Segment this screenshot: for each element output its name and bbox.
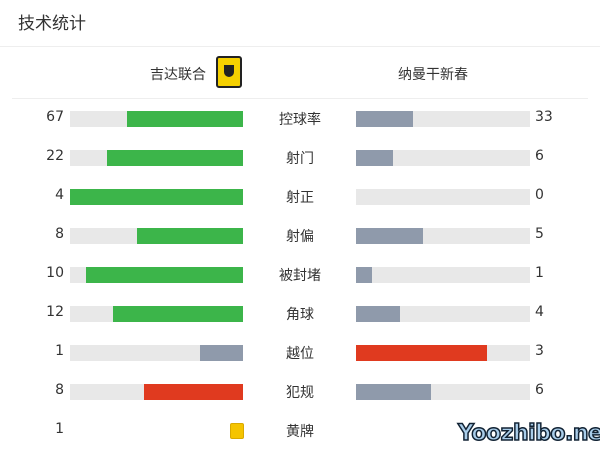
home-bar-fill [70, 189, 243, 205]
stat-row: 8 犯规 6 [0, 381, 600, 401]
home-bar-fill [85, 267, 243, 283]
away-bar-fill [356, 267, 372, 283]
stat-row: 8 射偏 5 [0, 225, 600, 245]
away-bar-track [356, 189, 530, 205]
away-bar-fill [356, 111, 414, 127]
home-value: 8 [55, 382, 64, 398]
home-bar-track [70, 228, 243, 244]
away-bar-fill [356, 150, 394, 166]
home-value: 4 [55, 187, 64, 203]
home-bar-track [70, 111, 243, 127]
home-bar-track [70, 150, 243, 166]
away-bar-track [356, 228, 530, 244]
away-value: 33 [535, 109, 553, 125]
home-team-name: 吉达联合 [150, 67, 206, 83]
away-bar-track [356, 384, 530, 400]
stat-label: 犯规 [286, 385, 314, 401]
away-bar-fill [356, 228, 423, 244]
home-bar-fill [107, 150, 243, 166]
home-value: 67 [46, 109, 64, 125]
home-value: 1 [55, 343, 64, 359]
stat-row: 10 被封堵 1 [0, 264, 600, 284]
home-value: 1 [55, 421, 64, 437]
away-bar-track [356, 306, 530, 322]
stat-label: 黄牌 [286, 424, 314, 440]
yellow-card-icon [230, 423, 244, 439]
stat-label: 被封堵 [279, 268, 321, 284]
home-bar-track [70, 306, 243, 322]
page-title: 技术统计 [18, 14, 86, 34]
home-bar-track [70, 189, 243, 205]
away-value: 6 [535, 148, 544, 164]
home-bar-fill [199, 345, 243, 361]
stat-label: 越位 [286, 346, 314, 362]
away-value: 1 [535, 265, 544, 281]
stat-label: 射门 [286, 151, 314, 167]
stat-row: 22 射门 6 [0, 147, 600, 167]
away-value: 6 [535, 382, 544, 398]
home-value: 10 [46, 265, 64, 281]
home-bar-track [70, 267, 243, 283]
home-bar-track [70, 345, 243, 361]
home-value: 22 [46, 148, 64, 164]
away-bar-fill [356, 384, 431, 400]
home-value: 8 [55, 226, 64, 242]
away-value: 3 [535, 343, 544, 359]
home-value: 12 [46, 304, 64, 320]
away-bar-track [356, 267, 530, 283]
away-bar-track [356, 150, 530, 166]
away-value: 0 [535, 187, 544, 203]
stat-label: 射偏 [286, 229, 314, 245]
away-bar-track [356, 345, 530, 361]
stat-row: 1 越位 3 [0, 342, 600, 362]
stat-row: 67 控球率 33 [0, 108, 600, 128]
away-value: 4 [535, 304, 544, 320]
stat-label: 控球率 [279, 112, 321, 128]
stat-label: 角球 [286, 307, 314, 323]
divider [12, 98, 588, 99]
watermark: Yoozhibo.net [457, 420, 600, 447]
stat-label: 射正 [286, 190, 314, 206]
away-value: 5 [535, 226, 544, 242]
home-bar-track [70, 384, 243, 400]
stat-row: 1 黄牌 [0, 420, 600, 440]
away-team-name: 纳曼干新春 [398, 67, 468, 83]
home-bar-fill [136, 228, 243, 244]
away-bar-fill [356, 345, 487, 361]
away-bar-track [356, 111, 530, 127]
stat-row: 12 角球 4 [0, 303, 600, 323]
away-bar-fill [356, 306, 400, 322]
home-bar-fill [144, 384, 243, 400]
home-bar-fill [127, 111, 243, 127]
stat-row: 4 射正 0 [0, 186, 600, 206]
home-team-logo [216, 56, 242, 88]
divider [0, 46, 600, 47]
home-bar-fill [113, 306, 243, 322]
